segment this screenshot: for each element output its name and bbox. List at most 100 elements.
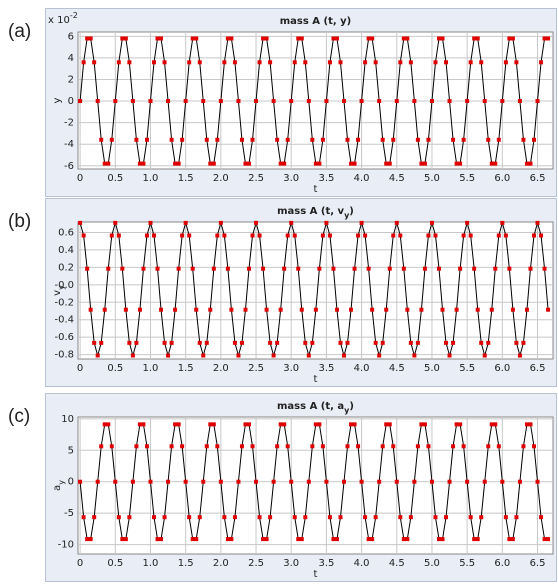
- data-point: [243, 161, 248, 166]
- data-point: [539, 233, 544, 238]
- data-point: [183, 220, 188, 225]
- data-point: [535, 220, 540, 225]
- x-tick-label: 0.5: [107, 173, 123, 184]
- y-tick-label: -0.2: [54, 297, 74, 308]
- data-point: [99, 340, 104, 345]
- data-point: [271, 353, 276, 358]
- data-point: [345, 340, 350, 345]
- data-point: [204, 444, 209, 449]
- data-point: [201, 353, 206, 358]
- chart-title: mass A (t, ay): [277, 401, 354, 415]
- data-point: [510, 307, 515, 312]
- data-point: [187, 515, 192, 520]
- data-point: [461, 444, 466, 449]
- data-point: [387, 161, 392, 166]
- data-point: [130, 353, 135, 358]
- data-point: [190, 36, 195, 41]
- y-axis-label: ay: [52, 480, 66, 491]
- data-point: [415, 444, 420, 449]
- data-point: [342, 479, 346, 484]
- x-tick-label: 0: [77, 558, 83, 569]
- y-tick-label: -0.0: [54, 280, 74, 291]
- x-tick-label: 6.5: [530, 558, 546, 569]
- data-point: [387, 422, 392, 427]
- y-axis-label-part: y: [57, 285, 66, 290]
- data-point: [405, 537, 410, 542]
- x-tick-label: 6.5: [530, 173, 546, 184]
- data-point: [239, 340, 244, 345]
- data-point: [292, 60, 297, 65]
- data-point: [303, 340, 308, 345]
- data-point: [524, 422, 529, 427]
- chart-title-part: mass A (t, y): [280, 16, 352, 27]
- data-point: [363, 515, 368, 520]
- y-tick-label: 0: [68, 96, 74, 107]
- y-tick-label: 0.6: [58, 227, 74, 238]
- data-point: [183, 479, 188, 484]
- data-point: [342, 99, 346, 104]
- data-point: [159, 307, 164, 312]
- data-point: [183, 99, 188, 104]
- chart-title-part: mass A (t, a: [277, 401, 344, 412]
- data-point: [489, 161, 494, 166]
- data-point: [317, 161, 322, 166]
- data-point: [292, 233, 297, 238]
- data-point: [176, 266, 181, 271]
- data-point: [380, 340, 385, 345]
- data-point: [166, 353, 171, 358]
- data-point: [356, 233, 361, 238]
- data-point: [338, 60, 343, 65]
- data-point: [173, 422, 178, 427]
- data-point: [264, 307, 269, 312]
- y-tick-label: -2: [64, 118, 74, 129]
- x-tick-label: 0.5: [107, 558, 123, 569]
- x-tick-label: 3.5: [318, 363, 334, 374]
- data-point: [489, 422, 494, 427]
- data-point: [475, 537, 480, 542]
- data-point: [412, 353, 417, 358]
- data-point: [190, 537, 195, 542]
- x-tick-label: 6.0: [494, 363, 510, 374]
- data-point: [92, 340, 97, 345]
- data-point: [85, 36, 90, 41]
- data-point: [500, 99, 505, 104]
- data-point: [475, 36, 480, 41]
- data-point: [327, 60, 332, 65]
- data-point: [493, 266, 498, 271]
- data-point: [180, 233, 185, 238]
- data-point: [299, 36, 304, 41]
- data-point: [542, 36, 547, 41]
- data-point: [275, 340, 280, 345]
- data-point: [162, 340, 167, 345]
- data-point: [528, 266, 533, 271]
- data-point: [85, 537, 90, 542]
- data-point: [380, 444, 385, 449]
- data-point: [99, 444, 104, 449]
- plot-area: [77, 31, 554, 170]
- data-point: [102, 307, 107, 312]
- data-point: [250, 233, 255, 238]
- data-point: [285, 444, 290, 449]
- data-point: [468, 60, 473, 65]
- data-point: [123, 307, 128, 312]
- data-point: [500, 479, 505, 484]
- x-tick-label: 4.5: [389, 558, 405, 569]
- data-point: [289, 220, 294, 225]
- x-tick-label: 2.5: [248, 363, 264, 374]
- x-tick-label: 4.5: [389, 173, 405, 184]
- data-point: [254, 99, 259, 104]
- data-point: [317, 422, 322, 427]
- data-point: [120, 36, 125, 41]
- data-point: [465, 479, 470, 484]
- data-point: [408, 340, 413, 345]
- data-point: [155, 537, 160, 542]
- x-tick-label: 2.0: [213, 558, 229, 569]
- data-point: [306, 353, 311, 358]
- y-tick-label: 5: [68, 445, 74, 456]
- data-point: [173, 307, 178, 312]
- data-point: [468, 515, 473, 520]
- data-point: [278, 307, 283, 312]
- data-point: [218, 99, 223, 104]
- data-point: [437, 266, 441, 271]
